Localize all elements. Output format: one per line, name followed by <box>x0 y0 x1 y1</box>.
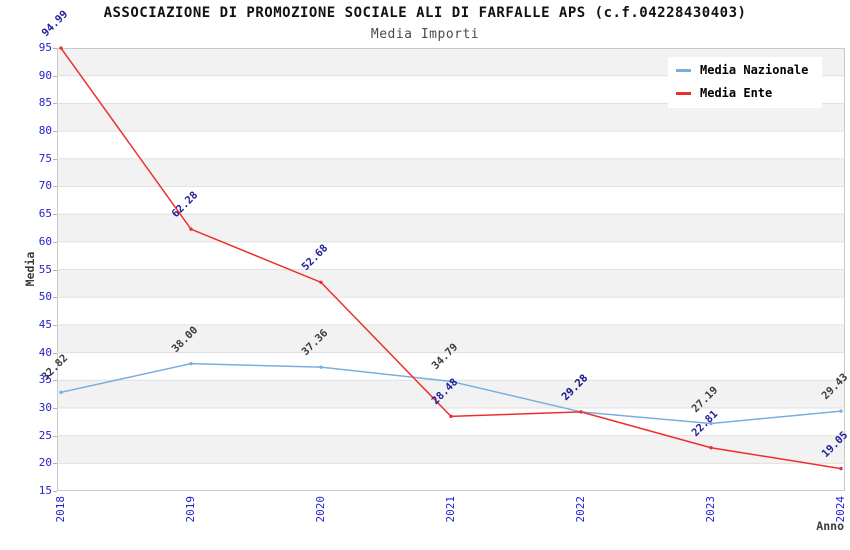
y-tick-mark <box>53 352 57 354</box>
y-tick-mark <box>53 269 57 271</box>
x-tick-label: 2018 <box>54 496 67 523</box>
legend-item-media-ente: Media Ente <box>676 86 808 100</box>
legend-label: Media Ente <box>700 86 773 100</box>
x-tick-label: 2023 <box>704 496 717 523</box>
y-tick-label: 80 <box>38 124 52 138</box>
y-tick-label: 70 <box>38 179 52 193</box>
legend: Media Nazionale Media Ente <box>668 57 823 108</box>
x-tick-label: 2022 <box>574 496 587 523</box>
y-tick-mark <box>53 158 57 160</box>
x-tick-label: 2021 <box>444 496 457 523</box>
y-tick-mark <box>53 186 57 188</box>
y-tick-mark <box>53 48 57 49</box>
legend-item-media-nazionale: Media Nazionale <box>676 63 808 77</box>
y-tick-mark <box>53 75 57 77</box>
y-tick-label: 40 <box>38 345 52 359</box>
y-tick-label: 45 <box>38 317 52 331</box>
y-tick-label: 25 <box>38 428 52 442</box>
chart-subtitle: Media Importi <box>370 27 480 42</box>
y-tick-label: 15 <box>38 484 52 497</box>
y-tick-label: 65 <box>38 207 52 221</box>
y-tick-mark <box>53 463 57 465</box>
y-tick-mark <box>53 131 57 133</box>
x-tick-label: 2020 <box>314 496 327 523</box>
y-tick-mark <box>53 241 57 243</box>
x-tick-label: 2024 <box>834 496 847 523</box>
legend-line-swatch-icon <box>676 91 691 95</box>
y-tick-label: 35 <box>38 373 52 387</box>
x-axis-title: Anno <box>816 519 844 533</box>
y-tick-mark <box>53 297 57 299</box>
y-tick-label: 75 <box>38 151 52 165</box>
y-tick-mark <box>53 491 57 492</box>
plot-area: 32.82 38.00 37.36 34.79 29.28 27.19 29.43 94.99… <box>40 8 850 491</box>
legend-line-swatch-icon <box>676 68 691 72</box>
y-tick-mark <box>53 324 57 326</box>
y-tick-mark <box>53 435 57 437</box>
legend-label: Media Nazionale <box>700 63 809 77</box>
y-tick-label: 95 <box>38 41 52 54</box>
y-tick-mark <box>53 380 57 382</box>
y-tick-label: 55 <box>38 262 52 276</box>
y-tick-label: 85 <box>38 96 52 110</box>
y-tick-label: 90 <box>38 68 52 82</box>
x-tick-label: 2019 <box>184 496 197 523</box>
y-tick-label: 60 <box>38 234 52 248</box>
chart-svg <box>57 46 845 471</box>
y-tick-label: 30 <box>38 400 52 414</box>
y-tick-label: 50 <box>38 290 52 304</box>
y-tick-label: 20 <box>38 456 52 470</box>
y-tick-mark <box>53 407 57 409</box>
chart-title: ASSOCIAZIONE DI PROMOZIONE SOCIALE ALI D… <box>103 5 747 21</box>
y-tick-mark <box>53 103 57 105</box>
y-tick-mark <box>53 214 57 216</box>
